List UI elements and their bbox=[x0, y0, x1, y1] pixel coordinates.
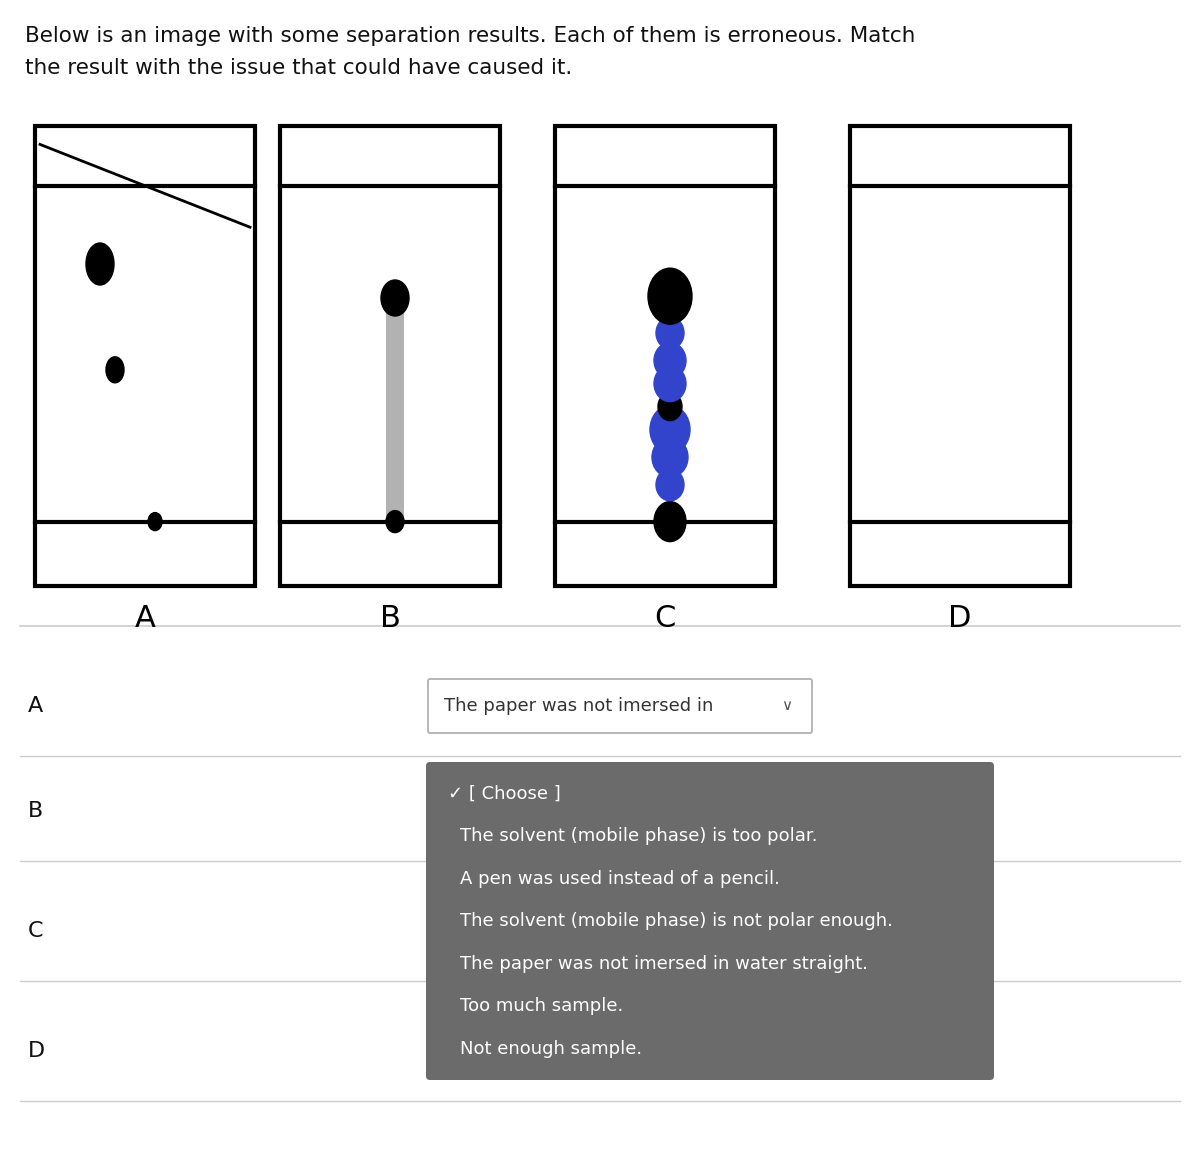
Bar bbox=[35, 126, 256, 586]
Text: D: D bbox=[28, 1041, 46, 1061]
Text: B: B bbox=[28, 801, 43, 821]
FancyBboxPatch shape bbox=[428, 679, 812, 733]
Ellipse shape bbox=[650, 406, 690, 454]
Ellipse shape bbox=[658, 393, 682, 421]
Text: The solvent (mobile phase) is too polar.: The solvent (mobile phase) is too polar. bbox=[460, 828, 817, 845]
Bar bbox=[280, 126, 500, 586]
Ellipse shape bbox=[654, 343, 686, 379]
Text: C: C bbox=[654, 604, 676, 633]
FancyBboxPatch shape bbox=[426, 763, 994, 1080]
Text: Too much sample.: Too much sample. bbox=[460, 997, 623, 1016]
Text: the result with the issue that could have caused it.: the result with the issue that could hav… bbox=[25, 58, 572, 78]
Ellipse shape bbox=[148, 513, 162, 531]
Ellipse shape bbox=[654, 501, 686, 541]
Text: D: D bbox=[948, 604, 972, 633]
Ellipse shape bbox=[386, 511, 404, 533]
Text: ✓ [ Choose ]: ✓ [ Choose ] bbox=[448, 785, 560, 803]
Text: The paper was not imersed in water straight.: The paper was not imersed in water strai… bbox=[460, 955, 868, 972]
Ellipse shape bbox=[648, 268, 692, 324]
Text: A: A bbox=[28, 696, 43, 716]
Bar bbox=[386, 310, 404, 521]
Ellipse shape bbox=[656, 317, 684, 349]
Text: B: B bbox=[379, 604, 401, 633]
Text: ∨: ∨ bbox=[781, 698, 792, 714]
Ellipse shape bbox=[382, 280, 409, 316]
Text: A pen was used instead of a pencil.: A pen was used instead of a pencil. bbox=[460, 870, 780, 888]
Bar bbox=[850, 126, 1070, 586]
Text: The paper was not imersed in: The paper was not imersed in bbox=[444, 697, 713, 715]
Ellipse shape bbox=[652, 437, 688, 477]
Text: The solvent (mobile phase) is not polar enough.: The solvent (mobile phase) is not polar … bbox=[460, 913, 893, 930]
Bar bbox=[554, 126, 775, 586]
Text: A: A bbox=[134, 604, 156, 633]
Ellipse shape bbox=[86, 243, 114, 285]
Text: C: C bbox=[28, 921, 43, 941]
Ellipse shape bbox=[106, 357, 124, 382]
Text: Below is an image with some separation results. Each of them is erroneous. Match: Below is an image with some separation r… bbox=[25, 26, 916, 45]
Ellipse shape bbox=[654, 366, 686, 401]
Text: Not enough sample.: Not enough sample. bbox=[460, 1040, 642, 1058]
Ellipse shape bbox=[656, 469, 684, 501]
